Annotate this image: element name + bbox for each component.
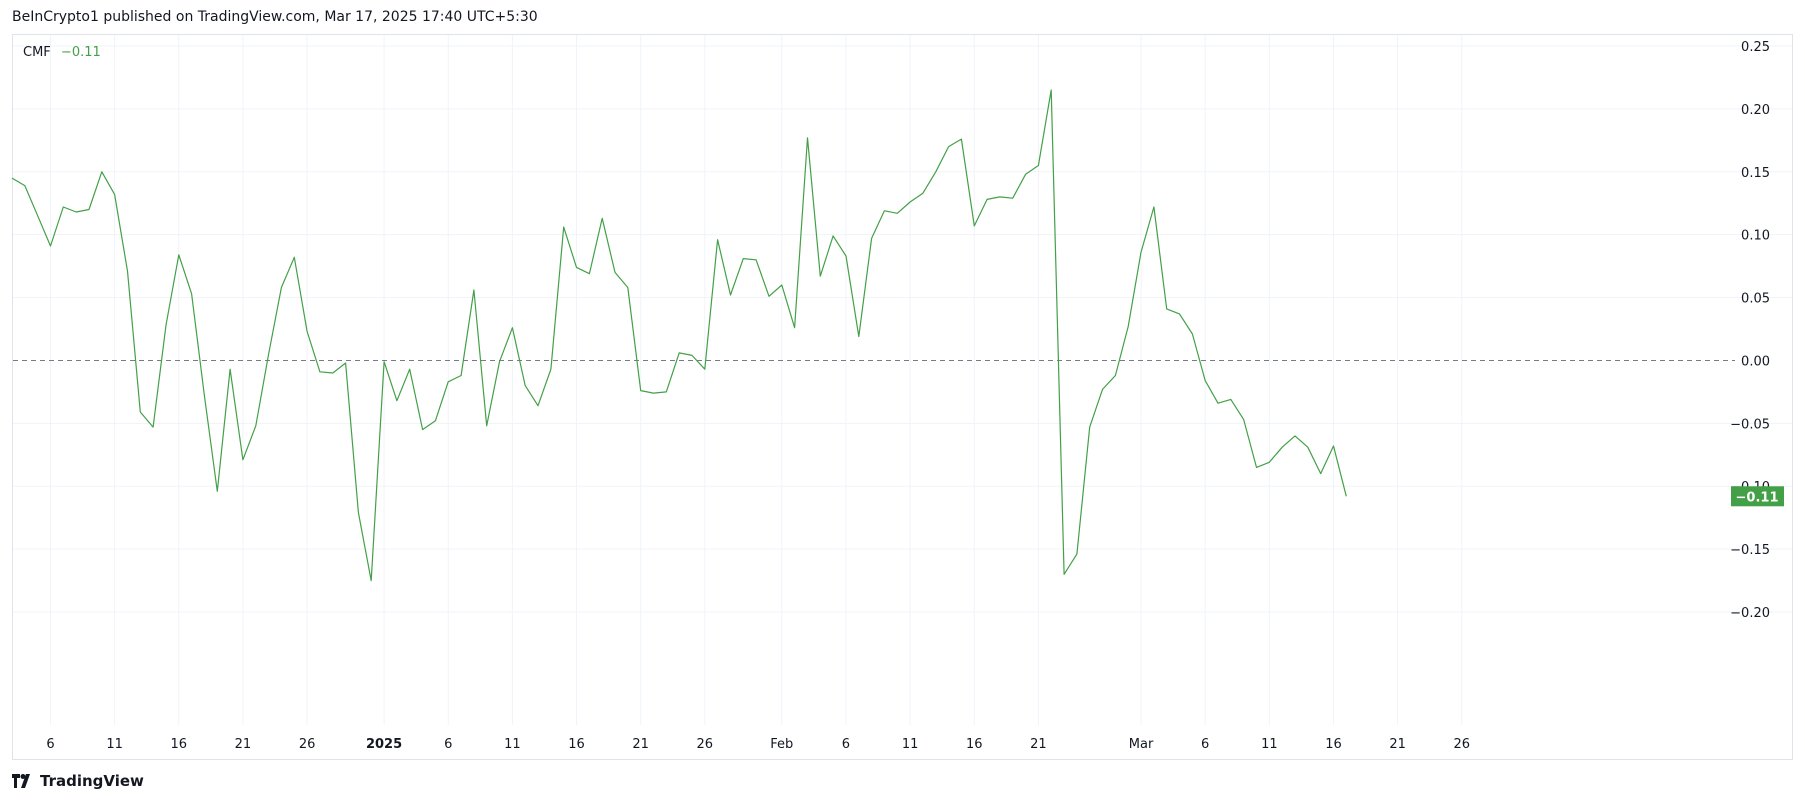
- x-tick-label: 21: [1389, 737, 1406, 752]
- y-tick-label: −0.05: [1730, 417, 1770, 432]
- x-tick-label: 11: [504, 737, 521, 752]
- last-value-badge: [1731, 486, 1784, 507]
- x-tick-label: 26: [299, 737, 316, 752]
- x-tick-label: 16: [1325, 737, 1342, 752]
- x-tick-label: Feb: [770, 737, 793, 752]
- y-tick-label: 0.00: [1741, 354, 1770, 369]
- y-tick-label: 0.25: [1741, 40, 1770, 55]
- x-tick-label: 11: [902, 737, 919, 752]
- publisher-caption: BeInCrypto1 published on TradingView.com…: [12, 9, 538, 25]
- y-tick-label: 0.10: [1741, 229, 1770, 244]
- x-tick-label: Mar: [1129, 737, 1154, 752]
- tradingview-brand: TradingView: [40, 772, 144, 790]
- x-tick-label: 6: [1201, 737, 1209, 752]
- y-tick-label: −0.20: [1730, 606, 1770, 621]
- x-tick-label: 26: [697, 737, 714, 752]
- x-tick-label: 21: [1030, 737, 1047, 752]
- x-tick-label: 21: [632, 737, 649, 752]
- x-tick-label: 16: [966, 737, 983, 752]
- y-tick-label: 0.20: [1741, 103, 1770, 118]
- x-tick-label: 6: [444, 737, 452, 752]
- x-tick-label: 26: [1454, 737, 1471, 752]
- tradingview-logo-icon: [12, 774, 30, 788]
- y-tick-label: 0.05: [1741, 292, 1770, 307]
- x-tick-label: 21: [235, 737, 252, 752]
- last-value-label: −0.11: [1736, 490, 1779, 505]
- x-tick-label: 6: [46, 737, 54, 752]
- x-tick-label: 16: [568, 737, 585, 752]
- x-tick-label: 16: [171, 737, 188, 752]
- indicator-legend[interactable]: CMF −0.11: [23, 45, 101, 60]
- chart-frame: [12, 34, 1793, 760]
- indicator-value: −0.11: [60, 45, 101, 60]
- tradingview-logo[interactable]: TradingView: [12, 772, 144, 790]
- x-tick-label: 6: [842, 737, 850, 752]
- x-tick-label: 11: [1261, 737, 1278, 752]
- y-tick-label: −0.15: [1730, 543, 1770, 558]
- y-tick-label: 0.15: [1741, 166, 1770, 181]
- indicator-name: CMF: [23, 45, 51, 60]
- x-tick-label: 11: [106, 737, 123, 752]
- cmf-series-line[interactable]: [11, 89, 1347, 582]
- x-tick-label: 2025: [366, 737, 402, 752]
